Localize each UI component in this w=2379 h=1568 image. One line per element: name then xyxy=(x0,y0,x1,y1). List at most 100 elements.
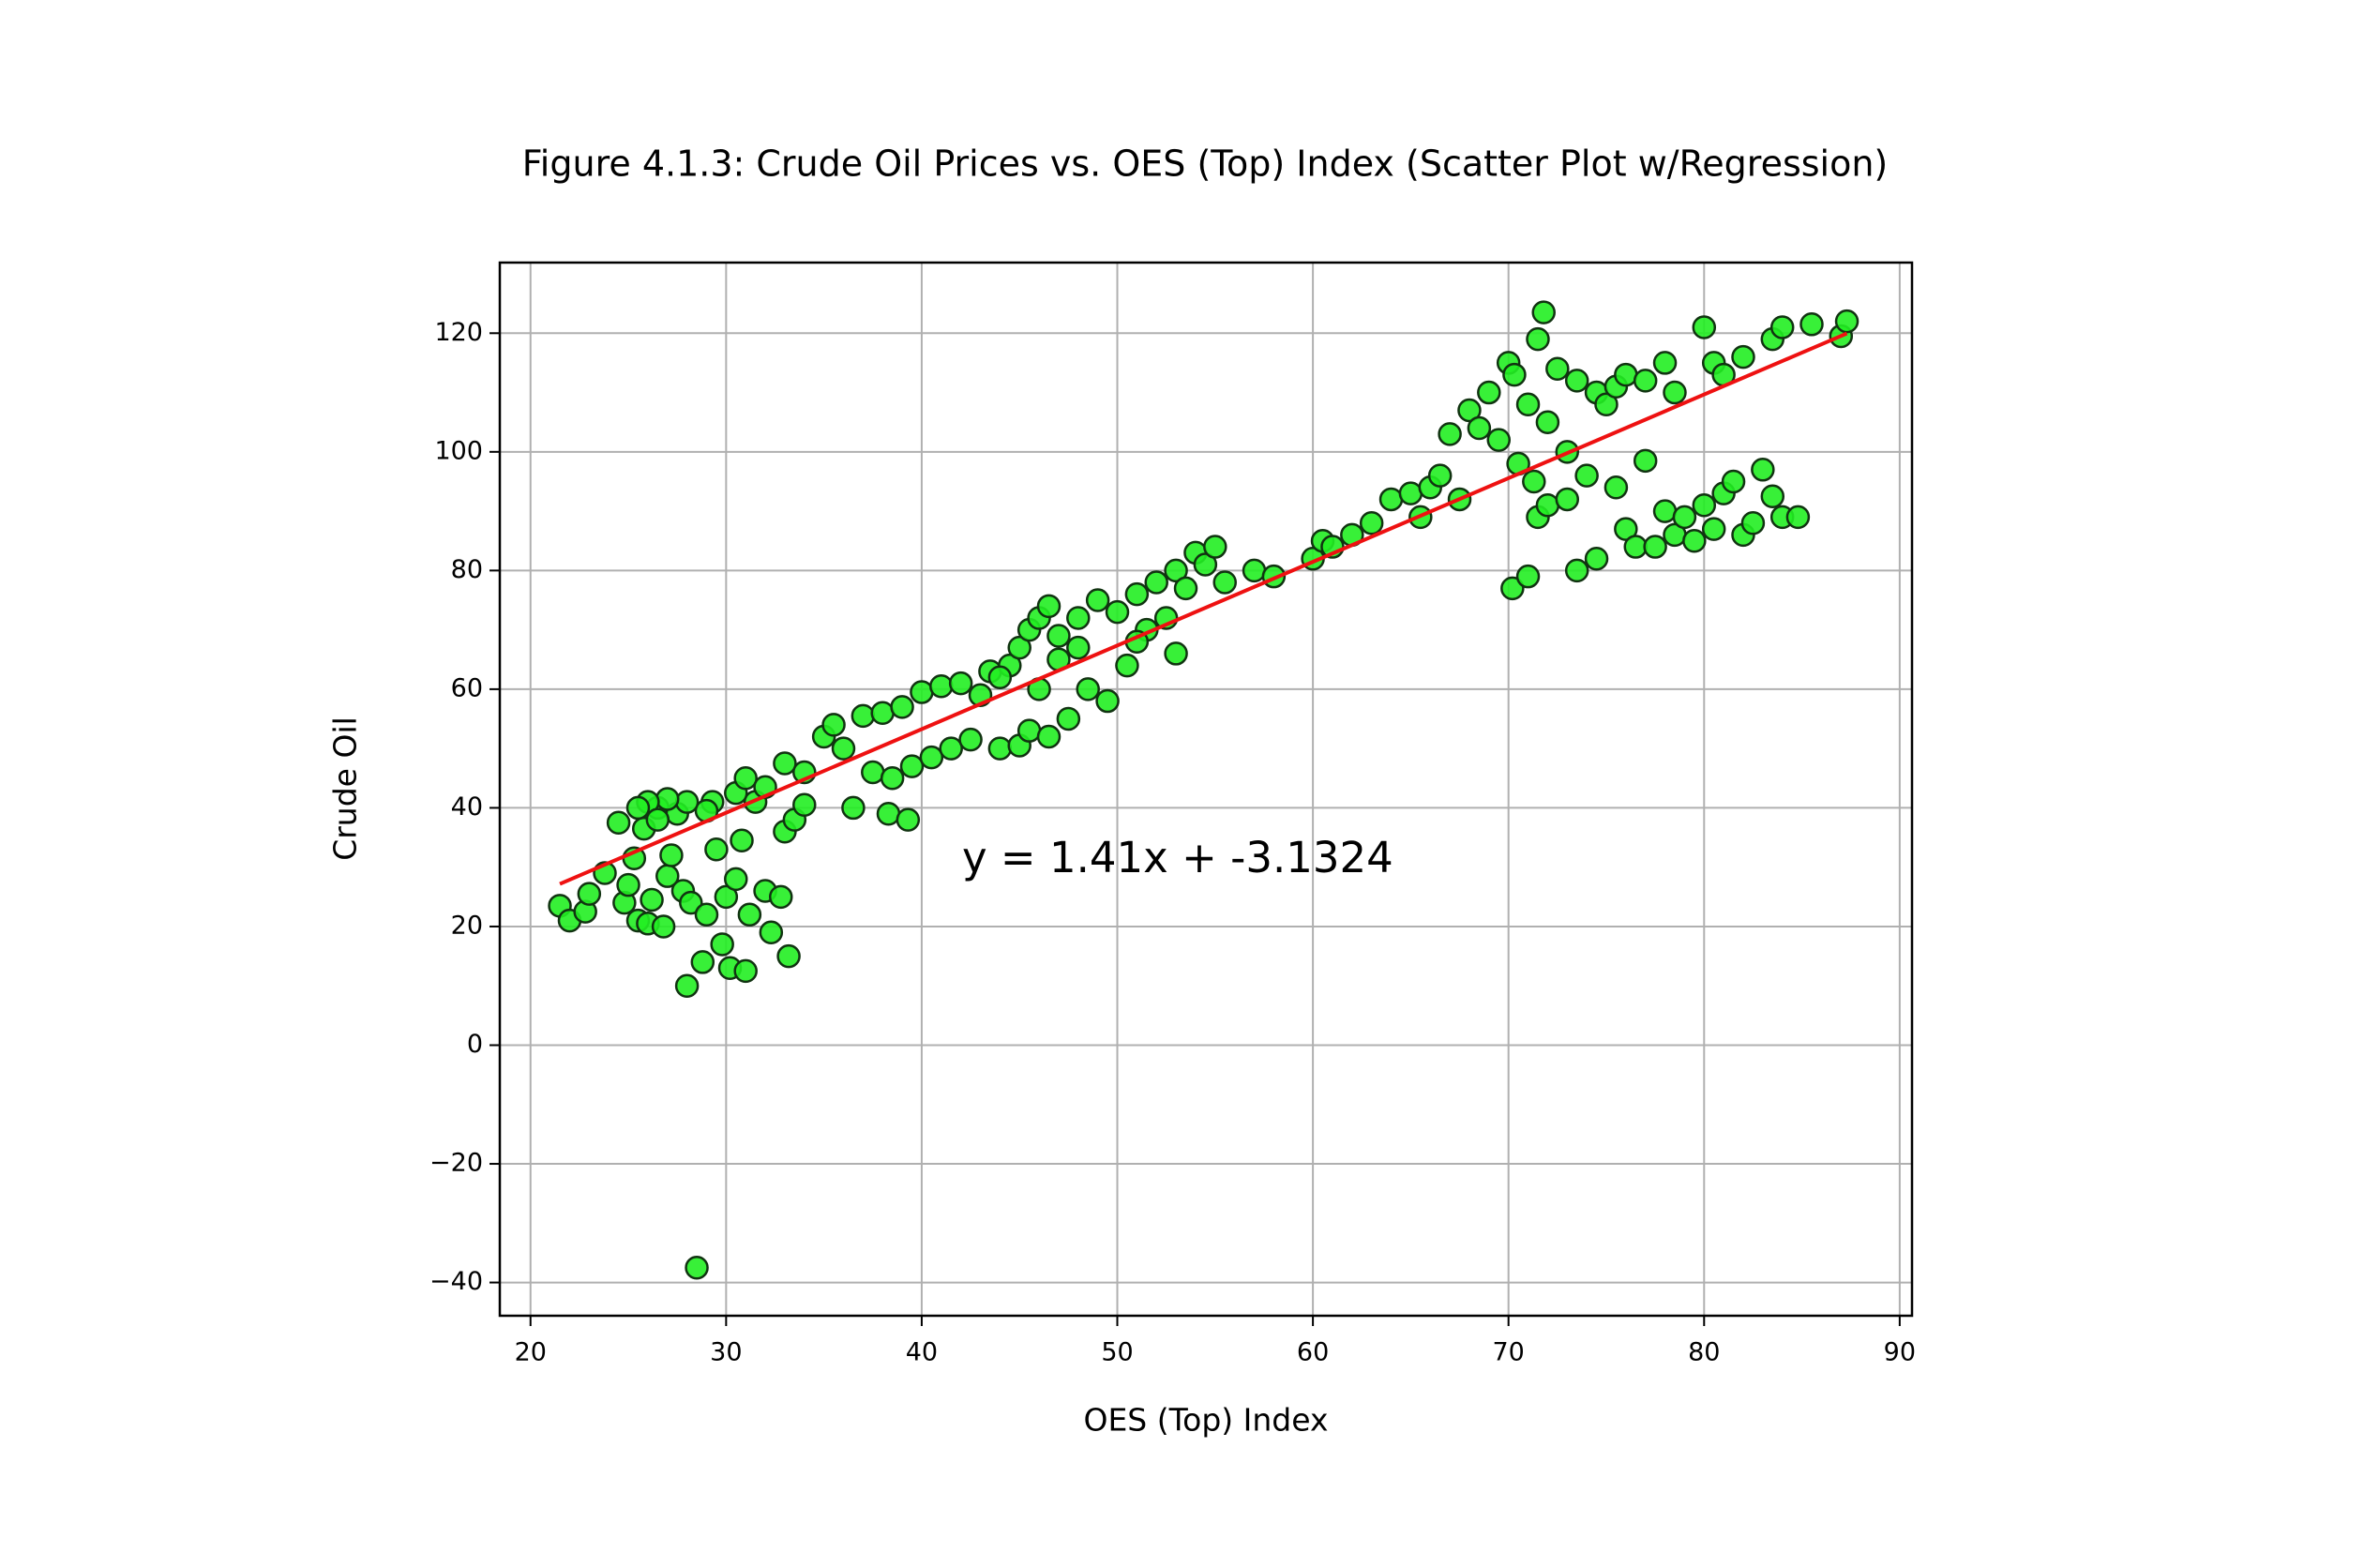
scatter-point xyxy=(710,932,734,957)
y-axis-label: Crude Oil xyxy=(327,716,364,861)
scatter-point xyxy=(1036,594,1062,619)
scatter-point xyxy=(1652,351,1678,375)
x-tick-label: 90 xyxy=(1884,1338,1916,1367)
scatter-point xyxy=(1594,392,1619,416)
scatter-point xyxy=(1663,380,1687,405)
scatter-point xyxy=(841,795,866,821)
scatter-point xyxy=(1467,415,1492,441)
scatter-point xyxy=(1486,428,1512,452)
scatter-point xyxy=(776,943,801,969)
scatter-point xyxy=(733,766,758,791)
scatter-point xyxy=(948,671,973,696)
scatter-point xyxy=(1242,558,1267,583)
scatter-point xyxy=(1692,493,1717,518)
scatter-point xyxy=(704,837,729,862)
scatter-point xyxy=(1526,326,1550,352)
scatter-point xyxy=(773,751,797,776)
annotation: y = 1.41x + -3.1324 xyxy=(962,833,1393,882)
scatter-point xyxy=(1672,505,1697,530)
scatter-point xyxy=(1212,570,1237,595)
scatter-point xyxy=(690,950,715,974)
x-tick-label: 40 xyxy=(906,1338,938,1367)
scatter-point xyxy=(1535,493,1560,518)
scatter-point xyxy=(1751,458,1775,482)
x-tick-label: 30 xyxy=(710,1338,742,1367)
scatter-point xyxy=(1614,517,1638,541)
scatter-point xyxy=(606,810,631,835)
scatter-point xyxy=(1545,356,1570,381)
scatter-point xyxy=(640,887,664,912)
scatter-point xyxy=(1046,624,1071,648)
scatter-point xyxy=(1535,410,1560,434)
scatter-point xyxy=(1203,535,1227,559)
scatter-point xyxy=(1564,369,1589,393)
regression-line xyxy=(559,331,1848,886)
scatter-point xyxy=(987,736,1013,761)
scatter-point xyxy=(1721,469,1746,494)
scatter-point xyxy=(1604,475,1629,500)
scatter-point xyxy=(929,673,954,699)
scatter-point xyxy=(1515,564,1541,589)
scatter-point xyxy=(733,958,758,984)
scatter-point xyxy=(1457,398,1482,423)
scatter-point xyxy=(1124,581,1150,607)
scatter-point xyxy=(1731,344,1755,369)
scatter-point xyxy=(1584,546,1609,571)
scatter-point xyxy=(1115,653,1139,678)
scatter-point xyxy=(919,745,944,770)
scatter-point xyxy=(1564,558,1589,583)
scatter-point xyxy=(679,890,703,915)
x-tick-label: 80 xyxy=(1688,1338,1720,1367)
scatter-point xyxy=(1522,469,1546,494)
scatter-point xyxy=(1515,392,1541,416)
y-tick-label: 60 xyxy=(451,673,483,702)
scatter-point xyxy=(831,736,856,761)
scatter-point xyxy=(876,802,901,826)
scatter-point xyxy=(616,872,640,897)
scatter-point xyxy=(1555,487,1580,512)
scatter-point xyxy=(1164,641,1188,666)
scatter-point xyxy=(1614,362,1638,387)
scatter-point xyxy=(1760,484,1785,509)
scatter-point xyxy=(1799,312,1824,337)
scatter-point xyxy=(1477,380,1501,405)
scatter-point xyxy=(768,884,793,910)
scatter-point xyxy=(1531,300,1556,324)
y-tick-label: 120 xyxy=(434,318,483,347)
scatter-point xyxy=(714,884,739,910)
scatter-point xyxy=(1834,309,1860,334)
scatter-point xyxy=(625,795,651,821)
scatter-point xyxy=(1502,362,1527,387)
scatter-point xyxy=(1652,499,1678,523)
scatter-point xyxy=(1785,505,1811,530)
scatter-point xyxy=(880,766,905,791)
y-tick-label: 0 xyxy=(467,1030,483,1059)
scatter-point xyxy=(655,787,680,811)
scatter-point xyxy=(1007,635,1031,660)
scatter-point xyxy=(1066,635,1091,660)
y-tick-label: −40 xyxy=(429,1267,483,1296)
x-tick-label: 50 xyxy=(1101,1338,1133,1367)
scatter-point xyxy=(1574,463,1599,488)
x-tick-label: 70 xyxy=(1493,1338,1525,1367)
scatter-point xyxy=(1643,535,1667,559)
scatter-point xyxy=(939,736,963,761)
scatter-point xyxy=(851,703,876,729)
y-tick-label: 20 xyxy=(451,911,483,940)
x-tick-label: 20 xyxy=(515,1338,547,1367)
scatter-point xyxy=(1692,315,1717,339)
scatter-point xyxy=(685,1256,709,1280)
scatter-point xyxy=(730,828,754,852)
scatter-point xyxy=(1085,588,1110,612)
x-axis-label: OES (Top) Index xyxy=(1083,1402,1328,1439)
scatter-point xyxy=(958,727,983,752)
scatter-point xyxy=(1095,688,1120,714)
scatter-point xyxy=(759,920,784,945)
scatter-point xyxy=(1682,528,1707,553)
scatter-point xyxy=(1193,552,1218,577)
y-tick-label: 40 xyxy=(451,792,483,822)
y-tick-label: 80 xyxy=(451,555,483,584)
scatter-point xyxy=(1701,517,1726,541)
